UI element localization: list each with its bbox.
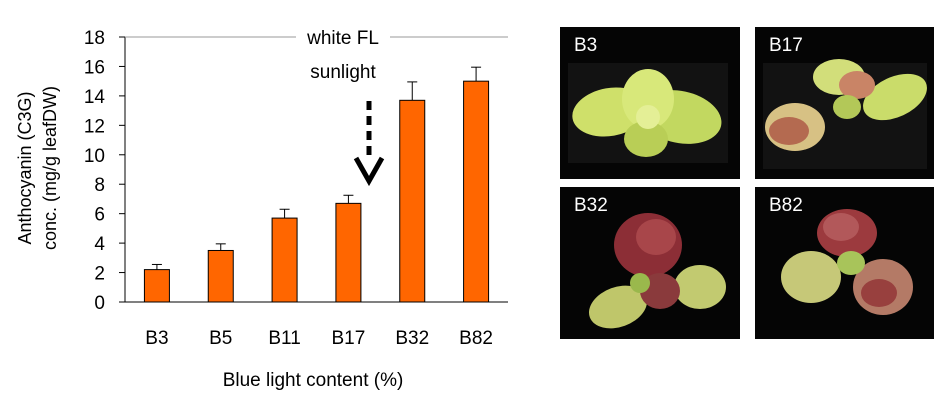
y-tick-label: 12 xyxy=(84,116,105,137)
error-bar xyxy=(407,81,418,101)
bar-b3 xyxy=(143,269,170,303)
bar-b32 xyxy=(399,99,426,303)
y-tick-label: 6 xyxy=(94,205,105,226)
y-axis-label-line1: Anthocyanin (C3G) xyxy=(15,91,35,244)
error-bar xyxy=(151,263,162,270)
x-tick-label: B32 xyxy=(395,328,429,349)
bar-b82 xyxy=(463,80,490,303)
x-tick-label: B11 xyxy=(268,328,300,349)
annotation-background xyxy=(296,26,390,48)
y-tick-label: 8 xyxy=(94,175,105,196)
x-axis-tick-labels: B3 B5 B11 B17 B32 B82 xyxy=(145,328,493,349)
y-tick-label: 14 xyxy=(84,87,106,108)
error-bar xyxy=(471,66,482,82)
bar-b17 xyxy=(335,202,362,303)
bar-chart: 0 2 4 6 8 10 12 14 16 18 B3 B5 B11 B17 B32 B82 white F… xyxy=(15,26,508,391)
y-tick-label: 10 xyxy=(84,146,105,167)
photo-label-b82: B82 xyxy=(769,195,803,216)
bar-b11 xyxy=(271,217,298,303)
x-tick-label: B17 xyxy=(332,328,366,349)
y-axis-label-line2: conc. (mg/g leafDW) xyxy=(40,86,60,250)
x-tick-label: B5 xyxy=(209,328,232,349)
lettuce-photo-b3 xyxy=(568,63,728,163)
photo-panel-b82: B82 xyxy=(755,187,934,339)
bar-b5 xyxy=(207,249,234,303)
photo-panel-b32: B32 xyxy=(560,187,740,339)
error-bar xyxy=(343,194,354,204)
photo-label-b3: B3 xyxy=(574,35,598,56)
error-bar xyxy=(279,208,290,219)
lettuce-photo-b32 xyxy=(588,213,726,329)
dashed-arrow-icon xyxy=(353,101,385,187)
photo-panel-b17: B17 xyxy=(755,27,934,179)
lettuce-photo-b17 xyxy=(763,59,927,169)
y-tick-label: 16 xyxy=(84,57,105,78)
bar-series xyxy=(143,66,490,303)
photo-label-b32: B32 xyxy=(574,195,608,216)
y-tick-label: 4 xyxy=(94,234,105,255)
error-bar xyxy=(215,243,226,251)
y-tick-label: 18 xyxy=(84,28,105,49)
y-tick-label: 2 xyxy=(94,264,105,285)
x-tick-label: B3 xyxy=(145,328,168,349)
photo-panel-b3: B3 xyxy=(560,27,740,179)
annotation-sunlight: sunlight xyxy=(310,62,376,83)
x-tick-label: B82 xyxy=(459,328,493,349)
annotation-white-fl: white FL xyxy=(306,28,379,49)
x-axis-label: Blue light content (%) xyxy=(223,370,404,391)
y-axis-ticks: 0 2 4 6 8 10 12 14 16 18 xyxy=(84,28,125,314)
lettuce-photo-b82 xyxy=(781,209,913,315)
photo-label-b17: B17 xyxy=(769,35,803,56)
y-tick-label: 0 xyxy=(94,293,105,314)
